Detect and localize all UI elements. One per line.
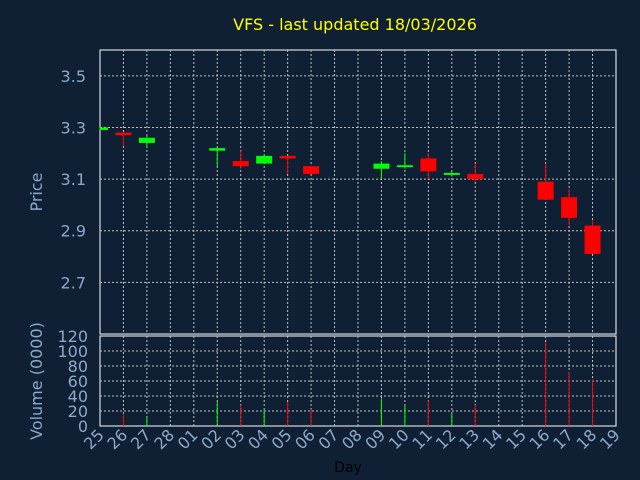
candles [99,127,601,254]
candle [115,132,132,146]
candle-body [467,173,484,180]
candle [584,220,601,254]
volume-tick-label: 40 [68,387,88,406]
volume-tick-label: 120 [57,327,88,346]
candle-body [100,127,108,131]
price-tick-label: 3.5 [61,67,86,86]
volume-tick-label: 0 [78,417,88,436]
candle-body [232,161,249,167]
candle-body [537,181,554,200]
candle [232,150,249,169]
candle-body [561,197,578,218]
candle [256,155,273,164]
volume-axis-label: Volume (0000) [27,322,46,440]
grid-lines [100,50,616,426]
candle [561,189,578,226]
chart-title: VFS - last updated 18/03/2026 [233,15,477,34]
candle [303,166,320,174]
candle [373,161,390,180]
candle-body [256,155,273,164]
candle-body [279,155,296,159]
candle-body [115,132,132,136]
candle [420,153,437,180]
candle [99,127,108,131]
candle-body [303,166,320,174]
volume-tick-label: 80 [68,357,88,376]
candle [138,135,155,149]
candle [443,171,460,177]
x-axis: 2526272801020304050607080910111213141516… [80,425,624,453]
volume-tick-label: 20 [68,402,88,421]
candle-body [138,137,155,143]
candle-body [443,172,460,175]
candle [467,163,484,182]
price-axis: 2.7 2.9 3.1 3.3 3.5 [61,67,86,293]
candle [537,163,554,200]
candle [209,148,226,167]
x-axis-label: Day [334,460,362,476]
candle-body [420,158,437,172]
price-tick-label: 3.1 [61,170,86,189]
candle-body [584,225,601,254]
x-tick-label: 19 [596,425,624,453]
candle-body [373,163,390,169]
volume-bars [122,342,594,426]
price-tick-label: 2.7 [61,273,86,292]
candle-body [396,165,413,168]
candle [279,155,296,174]
candle-body [209,148,226,151]
volume-tick-label: 100 [57,342,88,361]
price-tick-label: 3.3 [61,118,86,137]
price-tick-label: 2.9 [61,222,86,241]
volume-tick-label: 60 [68,372,88,391]
candle [396,153,413,169]
price-axis-label: Price [27,172,46,211]
